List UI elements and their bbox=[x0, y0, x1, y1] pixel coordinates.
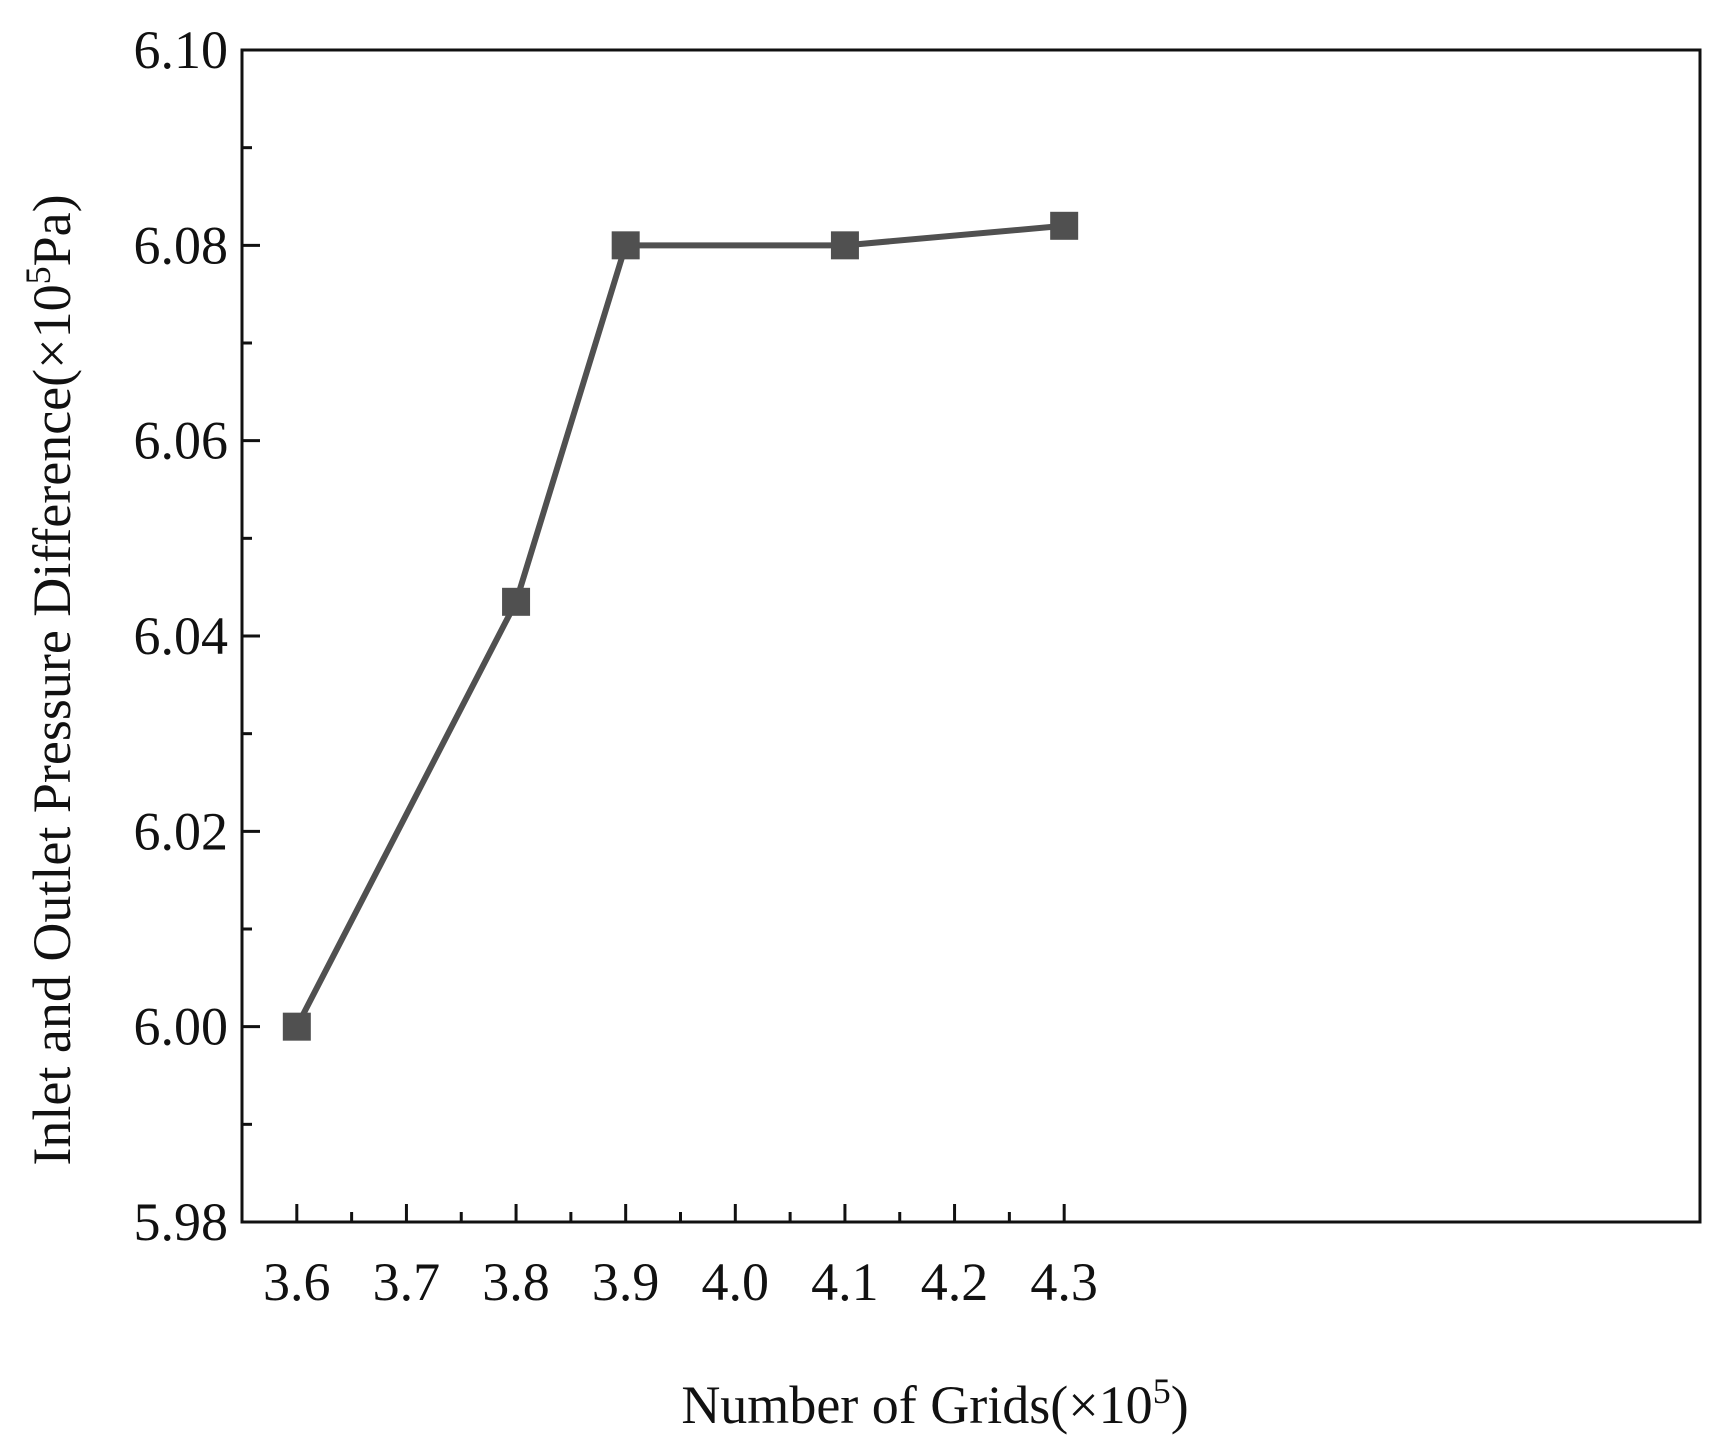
y-axis-title: Inlet and Outlet Pressure Difference(×10… bbox=[18, 194, 82, 1165]
x-tick-label: 3.6 bbox=[263, 1252, 331, 1312]
x-axis-ticks: 3.6 3.7 3.8 3.9 4.0 4.1 4.2 4.3 bbox=[263, 1204, 1098, 1312]
data-point-marker bbox=[611, 231, 640, 260]
y-tick-label: 6.08 bbox=[134, 215, 229, 275]
y-tick-label: 6.02 bbox=[134, 801, 229, 861]
y-tick-label: 6.10 bbox=[134, 20, 229, 80]
x-tick-label: 3.7 bbox=[373, 1252, 441, 1312]
x-tick-label: 4.1 bbox=[811, 1252, 879, 1312]
series-line bbox=[294, 222, 1065, 1029]
y-tick-label: 6.00 bbox=[134, 997, 229, 1057]
data-point-marker bbox=[282, 1012, 311, 1041]
plot-frame bbox=[240, 48, 1702, 1224]
x-tick-label: 4.3 bbox=[1030, 1252, 1098, 1312]
data-point-marker bbox=[830, 231, 859, 260]
x-tick-label: 3.8 bbox=[482, 1252, 550, 1312]
data-point-marker bbox=[1050, 211, 1079, 240]
y-tick-label: 6.04 bbox=[134, 606, 229, 666]
series-layer bbox=[282, 211, 1079, 1041]
y-axis-ticks: 5.98 6.00 6.02 6.04 6.06 6.08 6.10 bbox=[134, 20, 260, 1252]
x-tick-label: 3.9 bbox=[592, 1252, 660, 1312]
x-axis-title: Number of Grids(×105) bbox=[681, 1371, 1188, 1435]
data-point-marker bbox=[502, 587, 531, 616]
x-tick-label: 4.0 bbox=[702, 1252, 770, 1312]
y-tick-label: 6.06 bbox=[134, 411, 229, 471]
x-tick-label: 4.2 bbox=[921, 1252, 989, 1312]
axes bbox=[240, 48, 1702, 1224]
y-tick-label: 5.98 bbox=[134, 1192, 229, 1252]
